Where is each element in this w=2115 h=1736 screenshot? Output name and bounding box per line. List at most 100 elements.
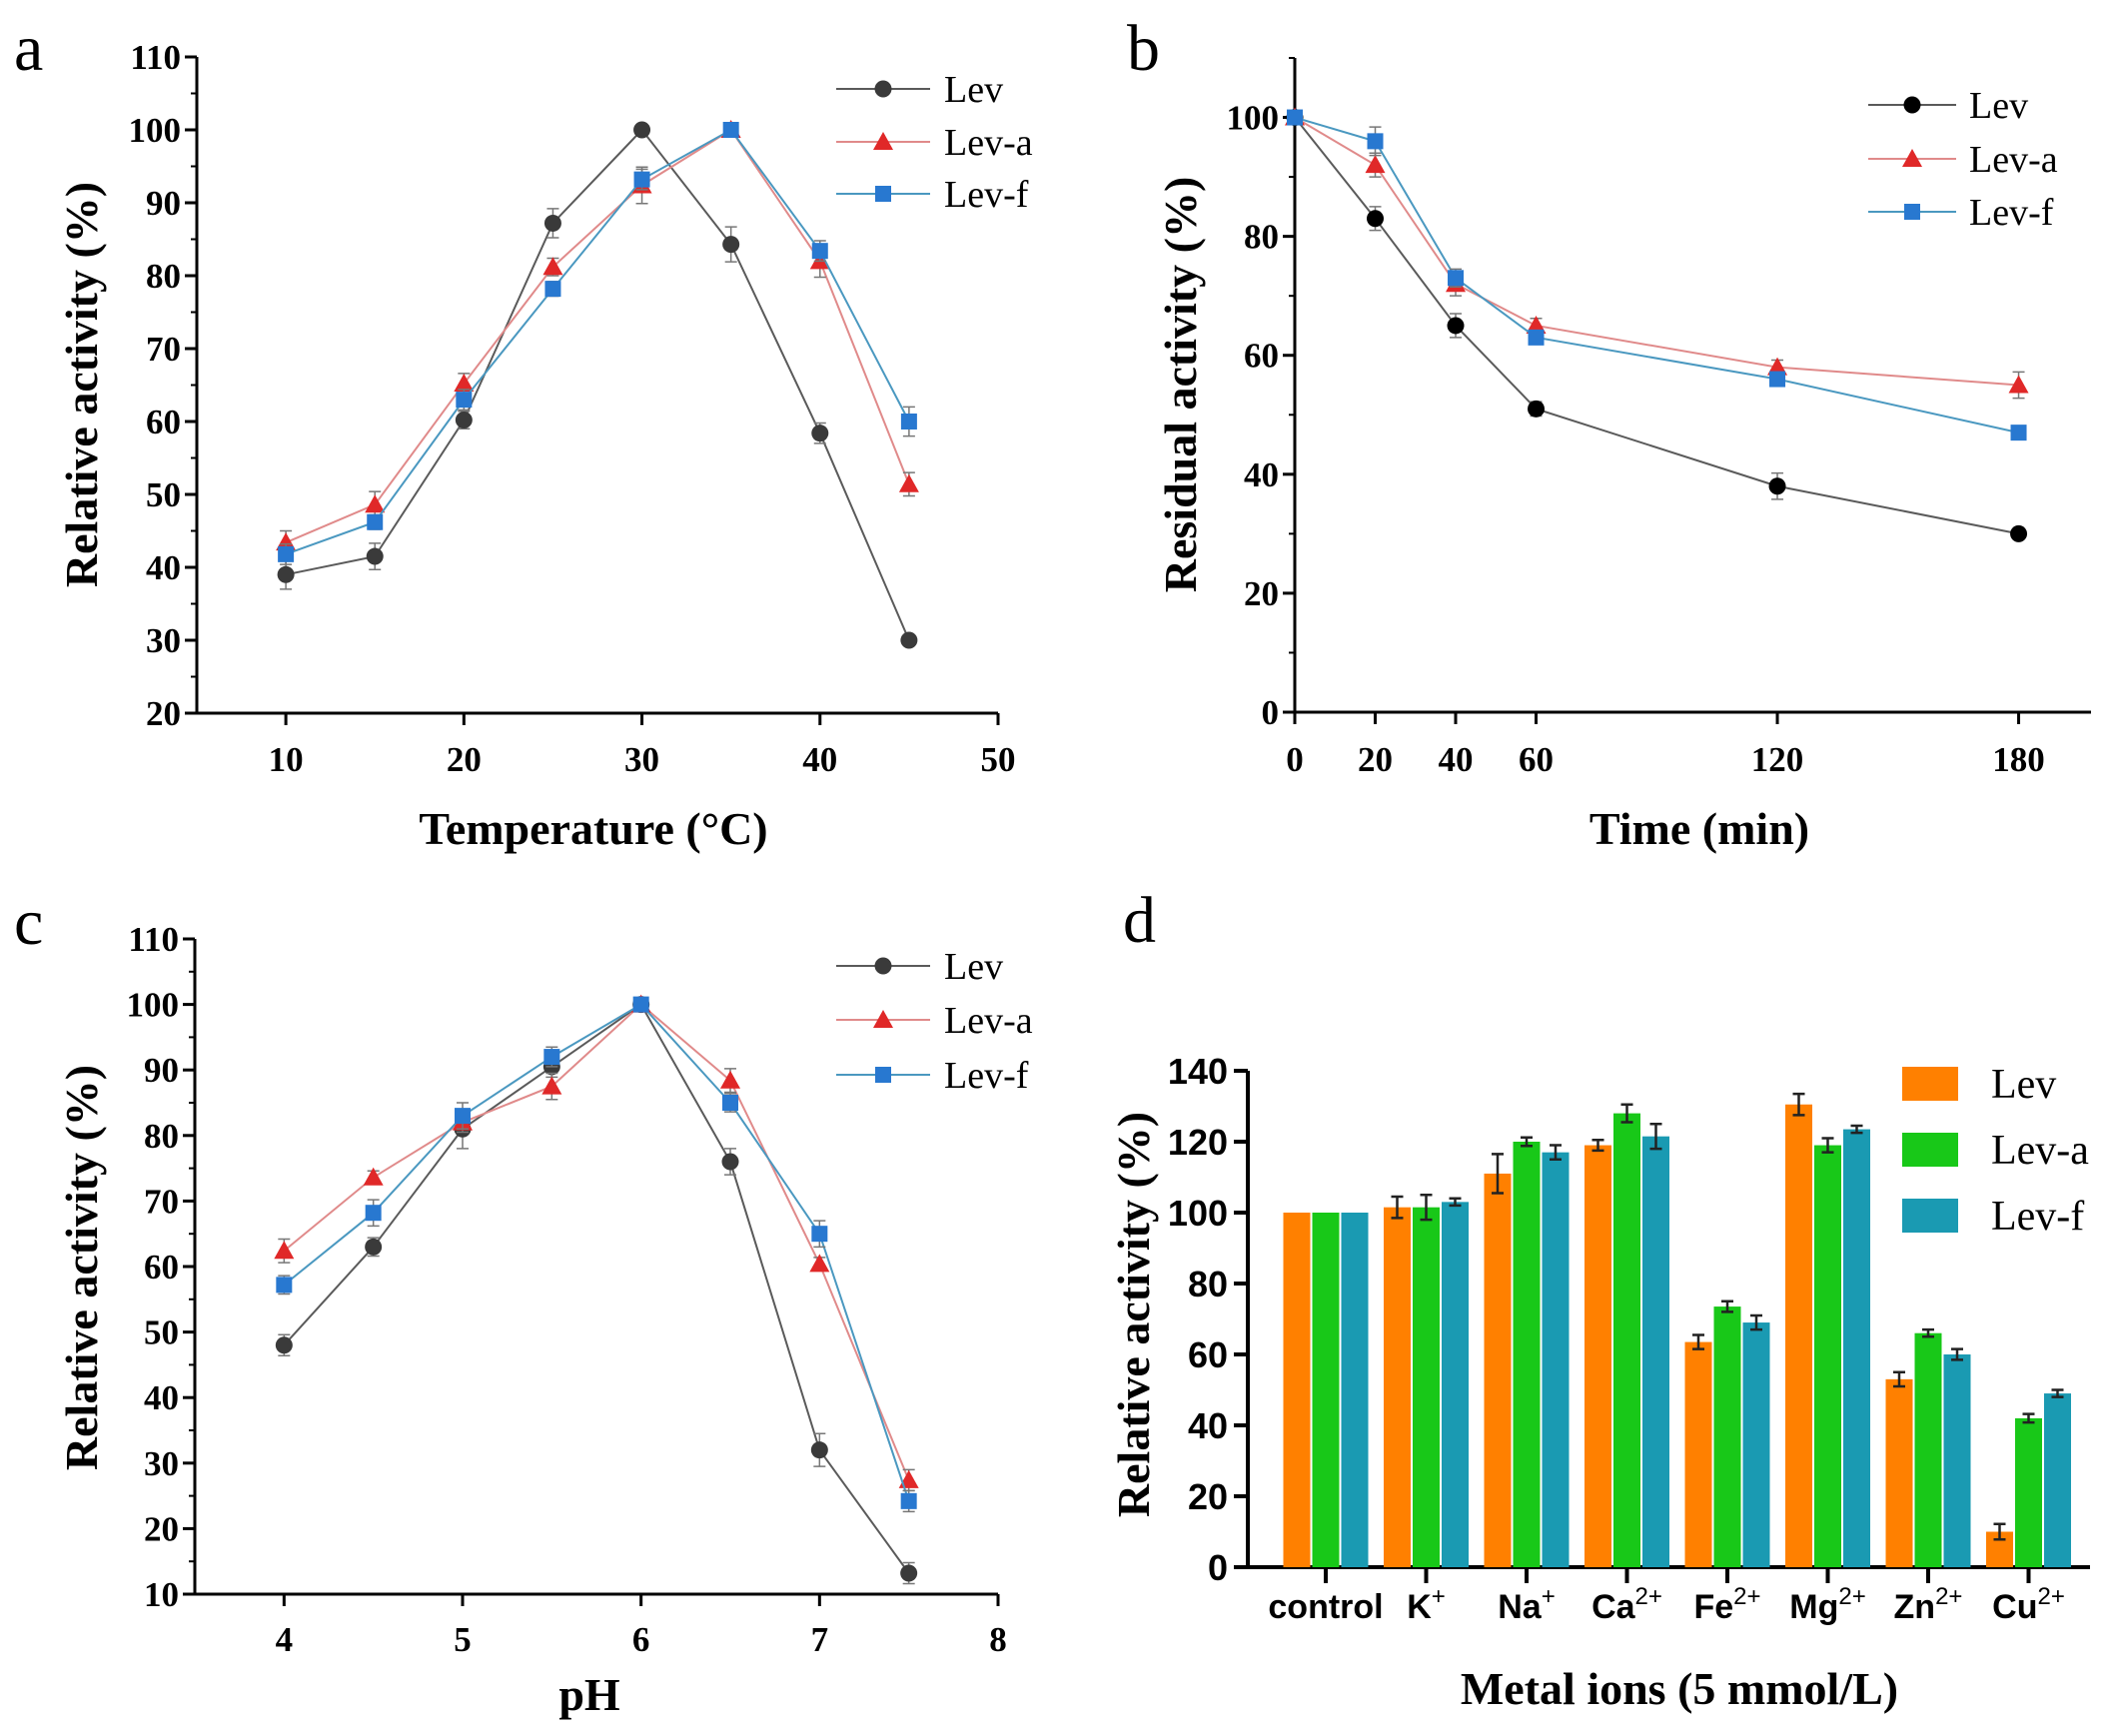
legend-label: Lev-f <box>944 174 1029 216</box>
error-bar <box>2022 1412 2035 1424</box>
x-axis-title: Time (min) <box>1589 803 1809 854</box>
panel-d: d 0 20 40 60 80 100 120 140 control K+ Na+ Ca2+ Fe2+ M… <box>1108 884 2090 1714</box>
error-bar <box>1420 1194 1433 1222</box>
legend-swatch <box>1902 1133 1958 1167</box>
legend-label: Lev-a <box>1969 139 2058 181</box>
data-point <box>900 414 917 430</box>
x-tick-label: 7 <box>811 1620 829 1659</box>
panel-a: a 20 30 40 50 60 70 80 90 100 110 10 20 30 40 50 Tempera… <box>14 12 1033 854</box>
data-point <box>811 243 828 260</box>
y-tick-label: 120 <box>1168 1122 1228 1163</box>
x-tick-label: 20 <box>447 740 482 779</box>
bar <box>1513 1142 1541 1567</box>
error-bar <box>1391 1195 1404 1220</box>
bar <box>1713 1306 1741 1567</box>
data-point <box>276 532 297 551</box>
x-tick-label: Mg2+ <box>1789 1583 1865 1626</box>
series-line <box>283 1003 910 1574</box>
data-point <box>1526 315 1547 334</box>
data-point <box>367 513 384 530</box>
bar <box>1843 1129 1870 1567</box>
y-tick-label: 30 <box>146 621 181 660</box>
y-tick-label: 40 <box>144 1378 179 1417</box>
error-bar <box>1449 1197 1462 1208</box>
legend-label: Lev-a <box>944 1000 1033 1042</box>
error-bar <box>1492 1153 1504 1195</box>
y-tick-label: 40 <box>146 548 181 587</box>
legend-swatch <box>1902 1067 1958 1101</box>
data-point <box>1287 109 1303 126</box>
x-tick-label: Fe2+ <box>1693 1583 1760 1626</box>
error-bar <box>1692 1333 1704 1350</box>
panel-letter: b <box>1127 12 1160 85</box>
data-point <box>898 473 919 492</box>
legend-marker <box>874 957 892 975</box>
legend-marker <box>875 186 891 202</box>
x-tick-label: K+ <box>1407 1583 1446 1626</box>
x-tick-label: 30 <box>624 740 659 779</box>
data-point <box>455 1108 471 1125</box>
y-tick-label: 40 <box>1244 455 1279 494</box>
category-group <box>1585 1103 1669 1567</box>
data-point <box>1528 400 1546 418</box>
legend-swatch <box>1902 1199 1958 1233</box>
y-tick-label: 100 <box>127 986 180 1025</box>
data-point <box>722 236 740 254</box>
x-tick-label: 60 <box>1519 740 1554 779</box>
x-tick-label: 120 <box>1751 740 1804 779</box>
bar <box>1814 1145 1841 1567</box>
y-tick-label: 20 <box>1188 1476 1228 1517</box>
x-tick-label: 180 <box>1992 740 2045 779</box>
data-point <box>274 1241 295 1260</box>
data-point <box>900 1564 918 1582</box>
y-tick-label: 20 <box>1244 574 1279 613</box>
error-bar <box>1951 1347 1963 1361</box>
data-point <box>366 547 384 565</box>
series-lev-a <box>276 120 919 555</box>
y-tick-label: 80 <box>146 257 181 296</box>
y-tick-label: 60 <box>144 1248 179 1287</box>
error-bar <box>1591 1138 1604 1153</box>
error-bar <box>1792 1092 1805 1117</box>
y-axis-title: Residual activity (%) <box>1155 177 1206 593</box>
data-point <box>278 545 295 562</box>
x-tick-label: control <box>1268 1588 1383 1626</box>
series-line <box>283 1003 910 1481</box>
error-bar <box>1649 1123 1662 1151</box>
data-point <box>543 214 561 232</box>
data-point <box>721 1153 739 1171</box>
series-lev-a <box>1285 107 2029 400</box>
y-axis-title: Relative activity (%) <box>56 182 107 587</box>
data-point <box>365 1238 383 1256</box>
error-bar <box>1893 1370 1905 1388</box>
series-line <box>1294 116 2019 535</box>
legend-marker <box>875 1067 891 1083</box>
legend-marker <box>873 132 893 150</box>
data-point <box>1447 317 1465 335</box>
panel-letter: c <box>14 886 43 959</box>
bar <box>1484 1173 1512 1567</box>
series-line <box>1294 116 2019 387</box>
series-line <box>285 128 910 544</box>
y-tick-label: 20 <box>146 694 181 733</box>
x-tick-label: Cu2+ <box>1992 1583 2065 1626</box>
y-axis-title: Relative activity (%) <box>56 1065 107 1470</box>
data-point <box>365 1205 382 1222</box>
series-lev <box>277 121 918 649</box>
x-tick-label: 4 <box>276 1620 294 1659</box>
data-point <box>456 392 473 409</box>
category-group <box>1684 1300 1770 1567</box>
data-point <box>720 1070 740 1089</box>
error-bar <box>1721 1300 1733 1313</box>
series-line <box>1294 116 2019 434</box>
y-tick-label: 100 <box>129 111 182 150</box>
legend-label: Lev-f <box>1991 1194 2084 1240</box>
legend-label: Lev-a <box>944 122 1033 164</box>
series-line <box>283 1003 910 1502</box>
x-tick-label: Ca2+ <box>1591 1583 1662 1626</box>
panel-letter: d <box>1123 884 1156 957</box>
data-point <box>542 257 563 276</box>
data-point <box>544 281 561 298</box>
bar <box>1943 1354 1971 1567</box>
